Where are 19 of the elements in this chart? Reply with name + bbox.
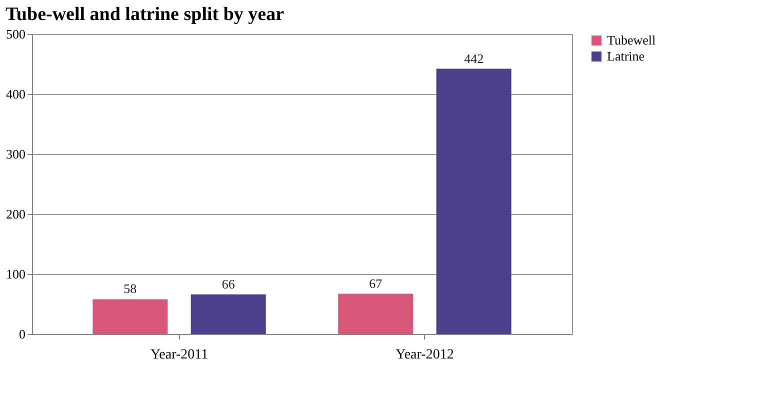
x-tick-label: Year-2011	[150, 348, 208, 362]
data-label: 66	[222, 276, 236, 292]
chart-title: Tube-well and latrine split by year	[6, 4, 285, 25]
data-label: 67	[369, 276, 383, 291]
y-tick-label: 100	[6, 266, 26, 282]
x-tick-label: Year-2012	[396, 348, 454, 362]
y-tick-label: 0	[19, 326, 26, 342]
y-tick-label: 300	[6, 146, 26, 162]
data-label: 442	[464, 50, 484, 66]
legend-label: Tubewell	[607, 32, 656, 48]
data-label: 58	[124, 281, 137, 296]
bar	[436, 68, 512, 334]
y-tick-label: 500	[6, 26, 26, 42]
legend-label: Latrine	[607, 48, 645, 64]
bar	[190, 294, 266, 334]
bar	[92, 299, 168, 334]
y-tick-label: 400	[6, 86, 26, 102]
bar	[338, 294, 414, 334]
y-tick-label: 200	[6, 206, 26, 222]
